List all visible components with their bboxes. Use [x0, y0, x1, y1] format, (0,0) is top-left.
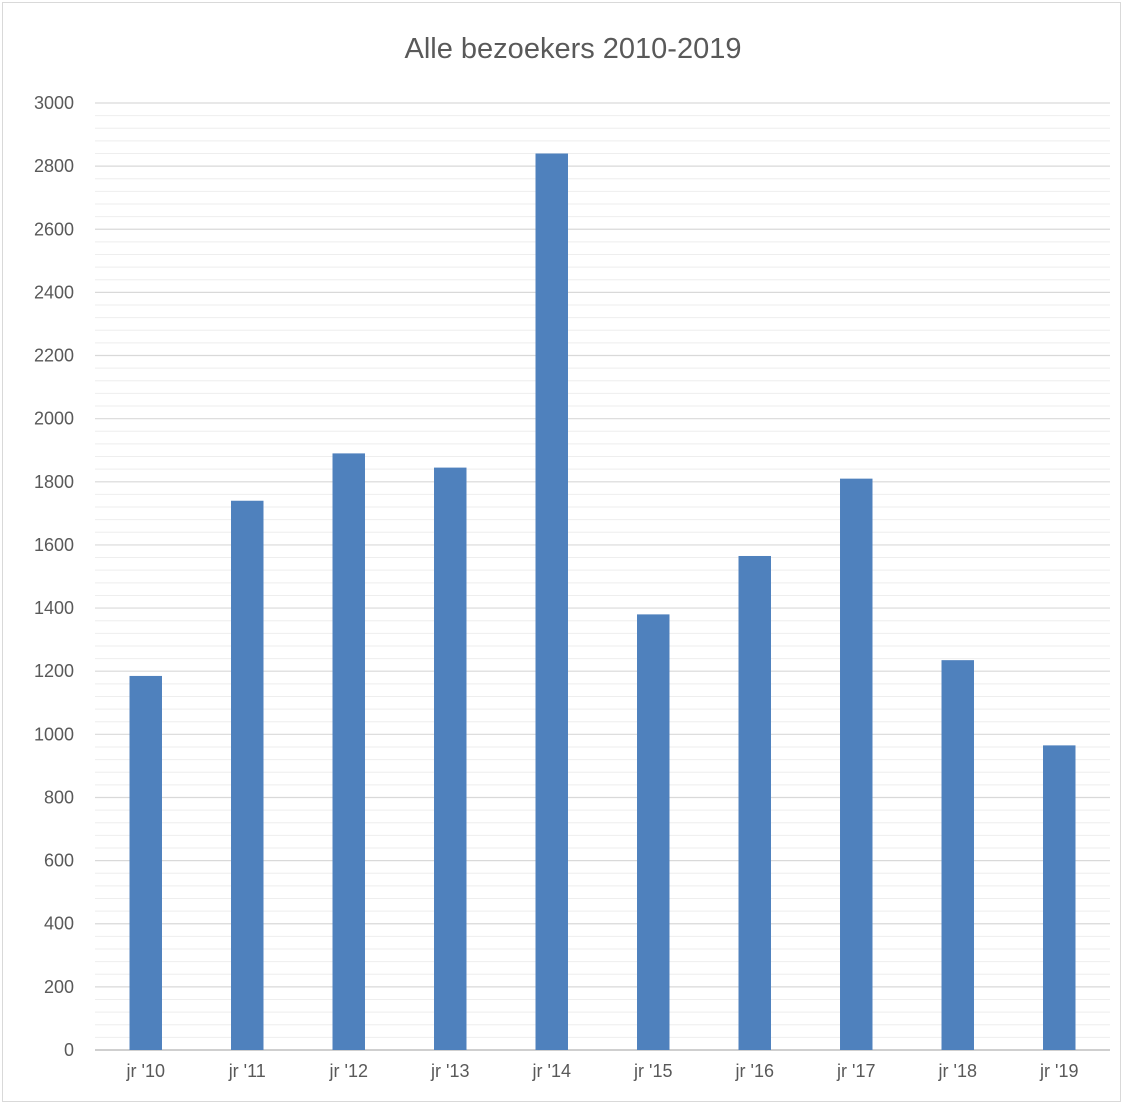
bar: [840, 478, 873, 1051]
x-tick-label: jr '17: [836, 1061, 875, 1081]
bar: [941, 660, 974, 1050]
y-tick-label: 1400: [34, 598, 74, 618]
y-tick-label: 0: [64, 1040, 74, 1060]
y-tick-label: 3000: [34, 93, 74, 113]
y-tick-label: 2400: [34, 282, 74, 302]
bar: [535, 153, 568, 1051]
x-tick-label: jr '11: [228, 1061, 266, 1081]
x-tick-label: jr '13: [430, 1061, 469, 1081]
y-tick-label: 1000: [34, 724, 74, 744]
bars: [129, 153, 1076, 1051]
y-tick-label: 600: [44, 851, 74, 871]
chart-title: Alle bezoekers 2010-2019: [405, 33, 742, 65]
x-tick-label: jr '15: [633, 1061, 672, 1081]
y-tick-label: 200: [44, 977, 74, 997]
y-tick-label: 2200: [34, 346, 74, 366]
y-tick-label: 800: [44, 787, 74, 807]
y-tick-label: 1600: [34, 535, 74, 555]
bar: [129, 675, 162, 1050]
bar: [231, 500, 264, 1050]
x-tick-label: jr '18: [938, 1061, 977, 1081]
x-tick-label: jr '16: [735, 1061, 774, 1081]
x-tick-label: jr '10: [126, 1061, 165, 1081]
y-tick-label: 2800: [34, 156, 74, 176]
x-tick-label: jr '12: [329, 1061, 368, 1081]
y-tick-label: 2000: [34, 409, 74, 429]
bar: [1043, 745, 1076, 1050]
y-tick-label: 2600: [34, 219, 74, 239]
y-axis: 0 200 400 600 800 1000 1200 1400 1600 1800 2000 220…: [34, 93, 74, 1060]
bar: [738, 555, 771, 1050]
x-tick-label: jr '14: [532, 1061, 571, 1081]
x-axis: jr '10 jr '11 jr '12 jr '13 jr '14 jr '15 jr '…: [126, 1061, 1079, 1081]
x-tick-label: jr '19: [1039, 1061, 1078, 1081]
bar: [332, 453, 365, 1050]
bar: [434, 467, 467, 1051]
gridlines: [95, 102, 1110, 1051]
bar: [637, 614, 670, 1050]
y-tick-label: 1800: [34, 472, 74, 492]
y-tick-label: 1200: [34, 661, 74, 681]
y-tick-label: 400: [44, 914, 74, 934]
